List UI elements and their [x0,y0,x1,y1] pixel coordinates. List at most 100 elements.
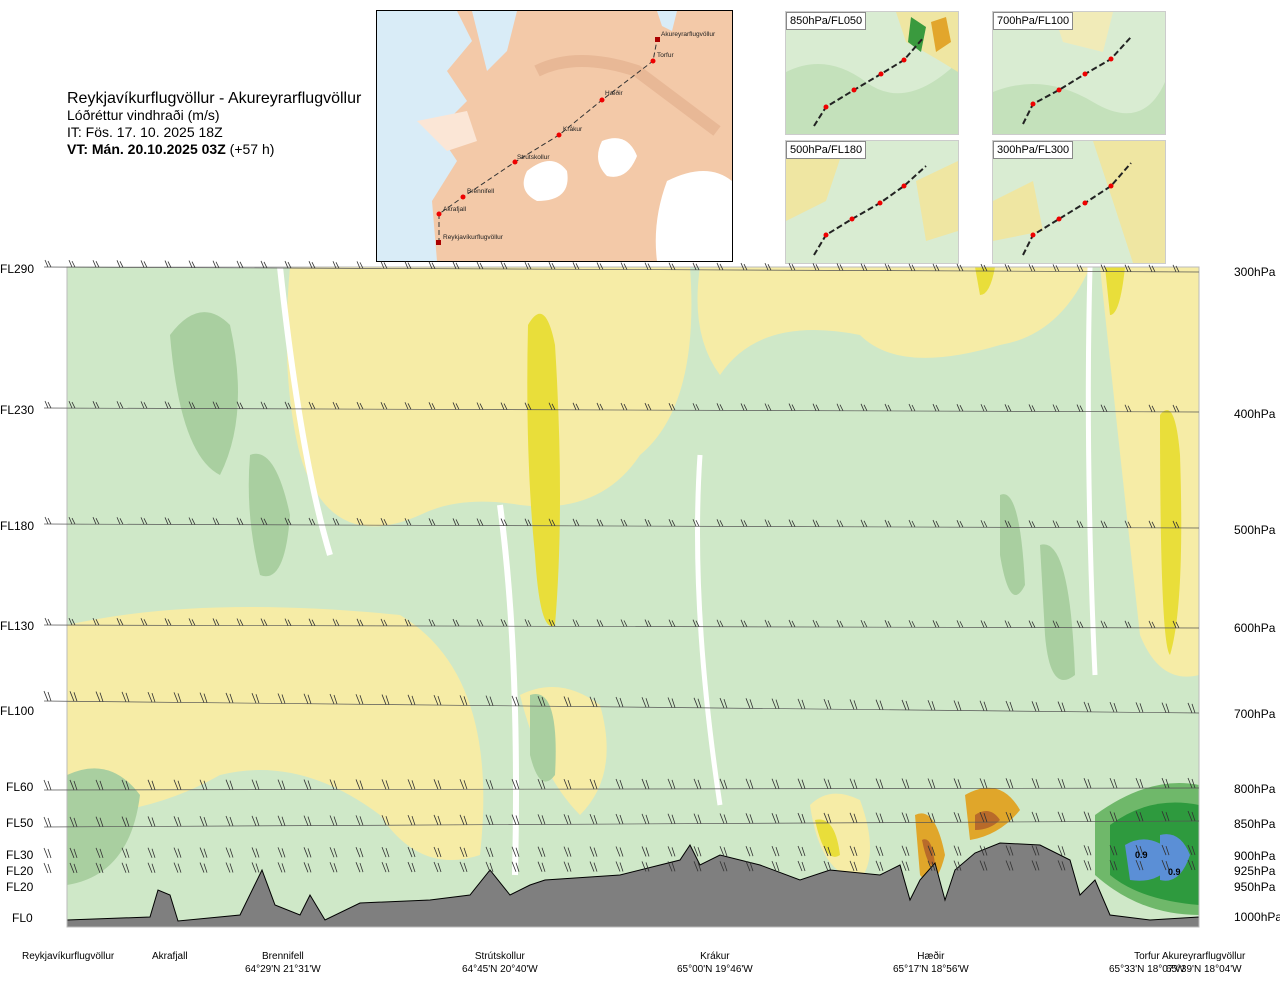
wind-barb [1076,520,1084,528]
wind-barb [1083,845,1092,856]
wind-barb [692,262,700,271]
wind-barb [1109,811,1118,822]
wind-barb [92,617,100,626]
wind-barb [147,691,156,703]
wind-barb [927,812,936,823]
wind-barb [1083,778,1092,789]
wind-barb [1161,811,1170,822]
wind-barb [771,813,780,824]
wind-barb [908,263,916,271]
wind-barb [355,862,364,873]
wind-barb [927,845,936,856]
wind-barb [745,698,754,709]
wind-barb [745,861,754,872]
wind-barb [1083,860,1092,871]
wind-barb [979,811,988,823]
wind-barb [849,845,858,857]
wind-barb [901,845,910,856]
wind-barb [692,619,700,627]
wind-barb [764,619,772,628]
wind-barb [1109,777,1118,789]
wind-barb [1124,404,1132,412]
wind-barb [485,861,494,872]
wind-barb [68,259,76,268]
wind-barb [95,779,104,791]
wind-barb [459,846,468,858]
wind-barb [43,847,52,859]
wind-barb [693,846,702,857]
wind-barb [433,814,442,826]
wind-barb [875,845,884,856]
wind-barb [884,403,892,412]
wind-barb [875,812,884,823]
wind-barb [1005,860,1014,871]
wind-barb [1161,702,1170,713]
wind-barb [92,401,100,409]
wind-barb [956,263,964,272]
wind-barb [380,618,388,627]
wind-barb [356,618,364,626]
wind-barb [1031,860,1040,871]
wind-barb [692,519,700,527]
wind-barb [1028,264,1036,272]
wind-barb [667,846,676,857]
wind-barb [332,261,340,269]
wind-barb [668,262,676,270]
map-label-5: Hæðir [605,89,624,97]
wind-barb [188,517,196,525]
station-4-name: Krákur [700,951,730,962]
wind-barb [932,263,940,272]
wind-barb [164,517,172,525]
wind-barb [1031,811,1040,822]
wind-barb [212,401,220,409]
wind-barb [500,518,508,526]
fl-label-3: FL130 [0,619,35,633]
wind-barb [511,846,520,857]
wind-barb [667,813,676,824]
wind-barb [812,519,820,527]
hpa-label-7: 900hPa [1234,849,1276,863]
wind-barb [823,845,832,857]
wind-barb [199,692,208,703]
wind-barb [764,403,772,411]
wind-barb [511,779,520,790]
wind-barb [901,860,910,871]
wind-barb [667,697,676,708]
hpa-label-4: 700hPa [1234,707,1276,721]
inset-300: 300hPa/FL300 [992,140,1166,264]
station-0: Reykjavíkurflugvöllur [22,950,114,963]
wind-barb [284,401,292,410]
wind-barb [459,861,468,873]
wind-barb [147,847,156,858]
wind-barb [251,815,260,827]
wind-barb [381,815,390,826]
wind-barb [260,517,268,525]
wind-barb [164,260,172,268]
wind-barb [719,861,728,872]
wind-barb [1187,810,1196,822]
station-7-coord: 65°39'N 18°04'W [1165,964,1242,975]
wind-barb [236,517,244,525]
wind-barb [884,263,892,271]
wind-barb [225,779,234,790]
wind-barb [1005,700,1014,712]
wind-barb [381,779,390,790]
wind-barb [225,862,234,873]
wind-barb [356,517,364,526]
wind-barb [537,696,546,707]
wind-barb [140,401,148,409]
wind-barb [884,620,892,628]
station-6: Torfur 65°33'N 18°07'W [1109,950,1185,976]
wind-barb [771,698,780,709]
inset-850-svg [786,12,958,134]
wind-barb [404,261,412,269]
wind-barb [329,815,338,826]
valid-time: VT: Mán. 20.10.2025 03Z (+57 h) [67,141,361,158]
wind-barb [303,693,312,704]
station-4: Krákur 65°00'N 19°46'W [677,950,753,976]
wind-barb [121,691,130,703]
wind-barb [225,692,234,704]
wind-barb [980,520,988,528]
station-2-coord: 64°29'N 21°31'W [245,964,321,975]
station-5-coord: 65°17'N 18°56'W [893,964,969,975]
